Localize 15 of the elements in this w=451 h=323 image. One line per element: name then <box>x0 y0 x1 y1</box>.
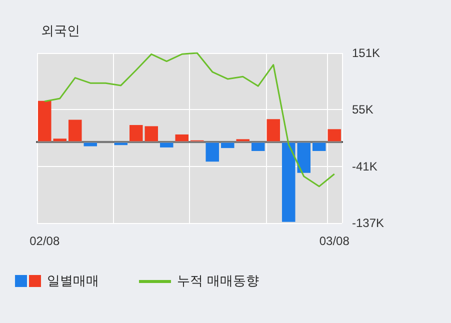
bar <box>266 119 280 142</box>
y-tick-label: -41K <box>352 159 378 174</box>
y-tick-label: -137K <box>352 216 384 230</box>
bar <box>175 134 189 142</box>
bar <box>206 142 220 162</box>
y-tick-label: 55K <box>352 102 374 117</box>
line-series <box>44 52 336 188</box>
y-tick-label: 151K <box>352 46 380 60</box>
x-tick-label: 02/08 <box>30 234 60 248</box>
bar <box>68 120 82 142</box>
chart-title: 외국인 <box>41 24 80 39</box>
x-tick-label: 03/08 <box>319 234 350 248</box>
legend-label: 일별매매 <box>47 273 99 290</box>
bar <box>328 129 342 142</box>
legend-label: 누적 매매동향 <box>177 273 260 290</box>
